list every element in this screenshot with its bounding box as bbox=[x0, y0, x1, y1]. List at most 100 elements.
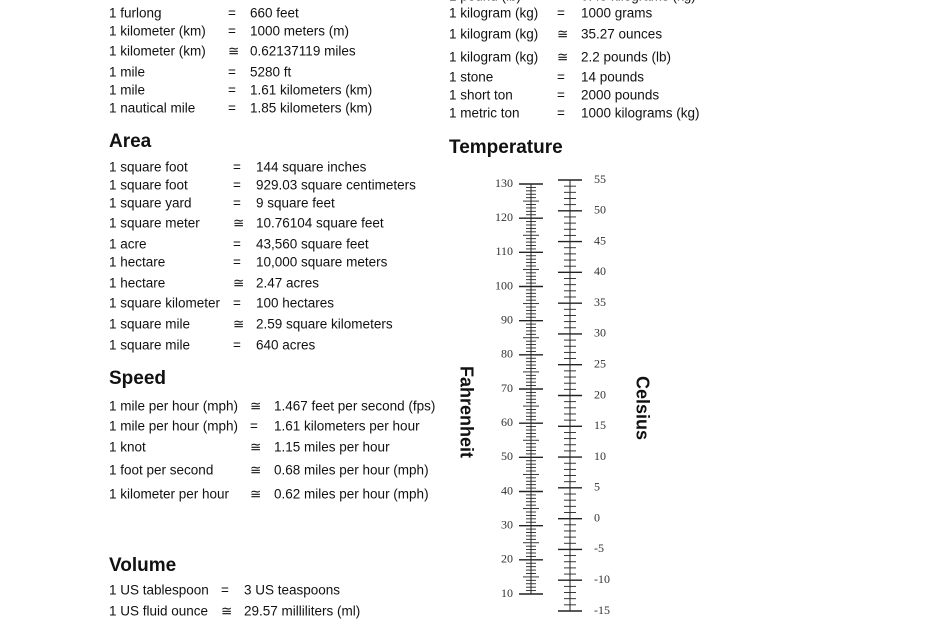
row-label: 1 kilometer per hour bbox=[109, 487, 230, 502]
celsius-label: -5 bbox=[594, 541, 604, 555]
celsius-label: 40 bbox=[594, 264, 606, 278]
row-relation: = bbox=[228, 65, 236, 80]
celsius-label: 50 bbox=[594, 203, 606, 217]
row-value: 9 square feet bbox=[256, 196, 335, 211]
celsius-label: 30 bbox=[594, 326, 606, 340]
row-value: 3 US teaspoons bbox=[244, 583, 340, 598]
fahrenheit-label: 10 bbox=[501, 586, 513, 600]
row-value: 2.59 square kilometers bbox=[256, 317, 393, 332]
row-label: 1 kilogram (kg) bbox=[449, 27, 538, 42]
row-label: 1 nautical mile bbox=[109, 101, 195, 116]
row-label: 1 metric ton bbox=[449, 106, 520, 121]
row-relation: = bbox=[233, 237, 241, 252]
row-relation: ≅ bbox=[557, 50, 568, 65]
row-relation: ≅ bbox=[233, 317, 244, 332]
row-relation: = bbox=[233, 255, 241, 270]
celsius-label: 10 bbox=[594, 449, 606, 463]
row-relation: ≅ bbox=[557, 27, 568, 42]
celsius-label: 20 bbox=[594, 387, 606, 401]
row-label: 1 furlong bbox=[109, 6, 162, 21]
celsius-label: 35 bbox=[594, 295, 606, 309]
row-value: 10,000 square meters bbox=[256, 255, 388, 270]
row-label: 1 square foot bbox=[109, 178, 188, 193]
celsius-label: 5 bbox=[594, 480, 600, 494]
row-relation: ≅ bbox=[250, 440, 261, 455]
row-relation: = bbox=[228, 6, 236, 21]
section-heading: Area bbox=[109, 131, 152, 152]
section-heading: Speed bbox=[109, 368, 166, 389]
scale-title: Fahrenheit bbox=[456, 366, 476, 458]
row-label: 1 stone bbox=[449, 70, 493, 85]
row-label: 1 kilometer (km) bbox=[109, 44, 206, 59]
row-value: 1.467 feet per second (fps) bbox=[274, 399, 435, 414]
row-relation: = bbox=[233, 178, 241, 193]
celsius-label: 25 bbox=[594, 356, 606, 370]
fahrenheit-label: 50 bbox=[501, 449, 513, 463]
row-label: 1 mile bbox=[109, 83, 145, 98]
row-relation: = bbox=[233, 338, 241, 353]
row-relation: = bbox=[233, 160, 241, 175]
row-value: 0.62 miles per hour (mph) bbox=[274, 487, 429, 502]
row-label: 1 mile per hour (mph) bbox=[109, 419, 238, 434]
fahrenheit-label: 30 bbox=[501, 517, 513, 531]
row-label: 1 square mile bbox=[109, 338, 190, 353]
row-label: 1 square meter bbox=[109, 216, 200, 231]
row-value: 929.03 square centimeters bbox=[256, 178, 416, 193]
row-value: 640 acres bbox=[256, 338, 316, 353]
fahrenheit-label: 80 bbox=[501, 347, 513, 361]
row-value: 2.2 pounds (lb) bbox=[581, 50, 671, 65]
row-label: 1 US tablespoon bbox=[109, 583, 209, 598]
row-label: 1 short ton bbox=[449, 88, 513, 103]
row-label: 1 mile bbox=[109, 65, 145, 80]
row-relation: ≅ bbox=[233, 216, 244, 231]
celsius-label: -10 bbox=[594, 572, 610, 586]
row-relation: = bbox=[228, 24, 236, 39]
row-value: 1000 kilograms (kg) bbox=[581, 106, 700, 121]
fahrenheit-label: 40 bbox=[501, 483, 513, 497]
row-value: 14 pounds bbox=[581, 70, 644, 85]
row-value: 43,560 square feet bbox=[256, 237, 369, 252]
row-value: 5280 ft bbox=[250, 65, 292, 80]
row-relation: = bbox=[557, 6, 565, 21]
row-label: 1 square kilometer bbox=[109, 296, 221, 311]
row-label: 1 kilogram (kg) bbox=[449, 6, 538, 21]
scale-title: Celsius bbox=[632, 376, 652, 440]
row-value: 35.27 ounces bbox=[581, 27, 662, 42]
row-relation: = bbox=[250, 419, 258, 434]
row-label: 1 kilogram (kg) bbox=[449, 50, 538, 65]
row-value: 1.15 miles per hour bbox=[274, 440, 390, 455]
row-label: 1 acre bbox=[109, 237, 147, 252]
celsius-label: 15 bbox=[594, 418, 606, 432]
row-value: 0.45 kilograms (kg) bbox=[581, 0, 696, 4]
fahrenheit-label: 120 bbox=[495, 210, 513, 224]
row-label: 1 foot per second bbox=[109, 463, 213, 478]
fahrenheit-label: 70 bbox=[501, 381, 513, 395]
row-label: 1 square foot bbox=[109, 160, 188, 175]
row-value: 29.57 milliliters (ml) bbox=[244, 604, 360, 619]
row-label: 1 mile per hour (mph) bbox=[109, 399, 238, 414]
row-relation: ≅ bbox=[228, 44, 239, 59]
row-relation: ≅ bbox=[250, 463, 261, 478]
row-value: 0.62137119 miles bbox=[250, 44, 356, 59]
row-label: 1 US fluid ounce bbox=[109, 604, 208, 619]
celsius-label: 45 bbox=[594, 233, 606, 247]
row-value: 10.76104 square feet bbox=[256, 216, 384, 231]
row-relation: = bbox=[228, 101, 236, 116]
row-relation: = bbox=[228, 83, 236, 98]
row-value: 2000 pounds bbox=[581, 88, 659, 103]
celsius-label: 0 bbox=[594, 510, 600, 524]
row-label: 1 square mile bbox=[109, 317, 190, 332]
row-relation: = bbox=[557, 88, 565, 103]
row-value: 144 square inches bbox=[256, 160, 367, 175]
row-label: 1 knot bbox=[109, 440, 146, 455]
fahrenheit-label: 60 bbox=[501, 415, 513, 429]
row-value: 100 hectares bbox=[256, 296, 334, 311]
row-value: 1000 meters (m) bbox=[250, 24, 349, 39]
fahrenheit-label: 110 bbox=[495, 244, 513, 258]
row-relation: = bbox=[221, 583, 229, 598]
row-label: 1 kilometer (km) bbox=[109, 24, 206, 39]
row-label: 1 hectare bbox=[109, 276, 165, 291]
row-relation: ≅ bbox=[557, 0, 568, 4]
section-heading: Temperature bbox=[449, 137, 563, 158]
row-label: 1 square yard bbox=[109, 196, 192, 211]
